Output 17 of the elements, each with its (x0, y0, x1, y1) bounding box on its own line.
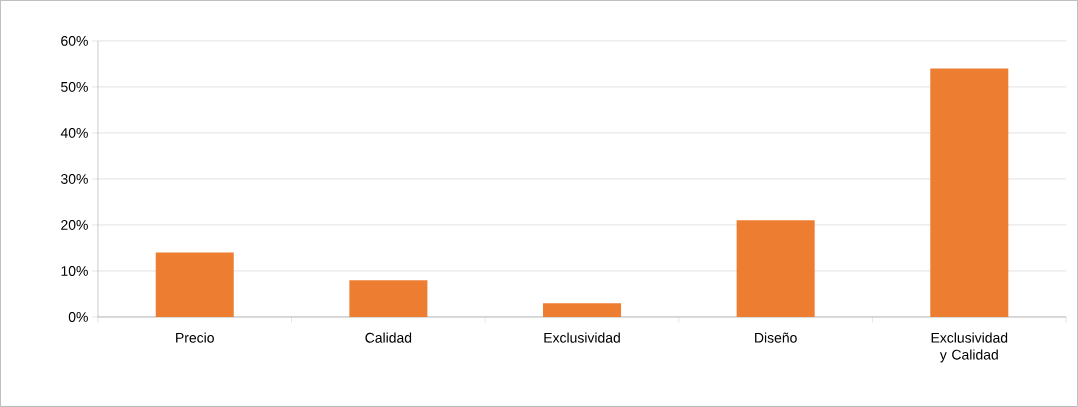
x-tick-label: Exclusividad y Calidad (931, 332, 1008, 363)
bar (155, 252, 234, 318)
y-tick-label: 40% (60, 128, 88, 138)
y-tick-label: 10% (61, 266, 88, 276)
y-tick-label: 0% (68, 312, 88, 322)
bar (349, 280, 428, 318)
x-tick-label: Exclusividad (544, 332, 620, 343)
y-tick-label: 20% (61, 220, 88, 230)
x-tick-label: Precio (176, 332, 214, 343)
bar (930, 68, 1009, 318)
y-tick-label: 30% (61, 174, 88, 184)
x-tick-label: Calidad (365, 332, 412, 343)
x-tick-label: Diseño (755, 332, 797, 343)
y-tick-label: 50% (61, 82, 88, 92)
bar (736, 220, 815, 318)
bar (543, 303, 622, 318)
y-tick-label: 60% (61, 36, 88, 46)
